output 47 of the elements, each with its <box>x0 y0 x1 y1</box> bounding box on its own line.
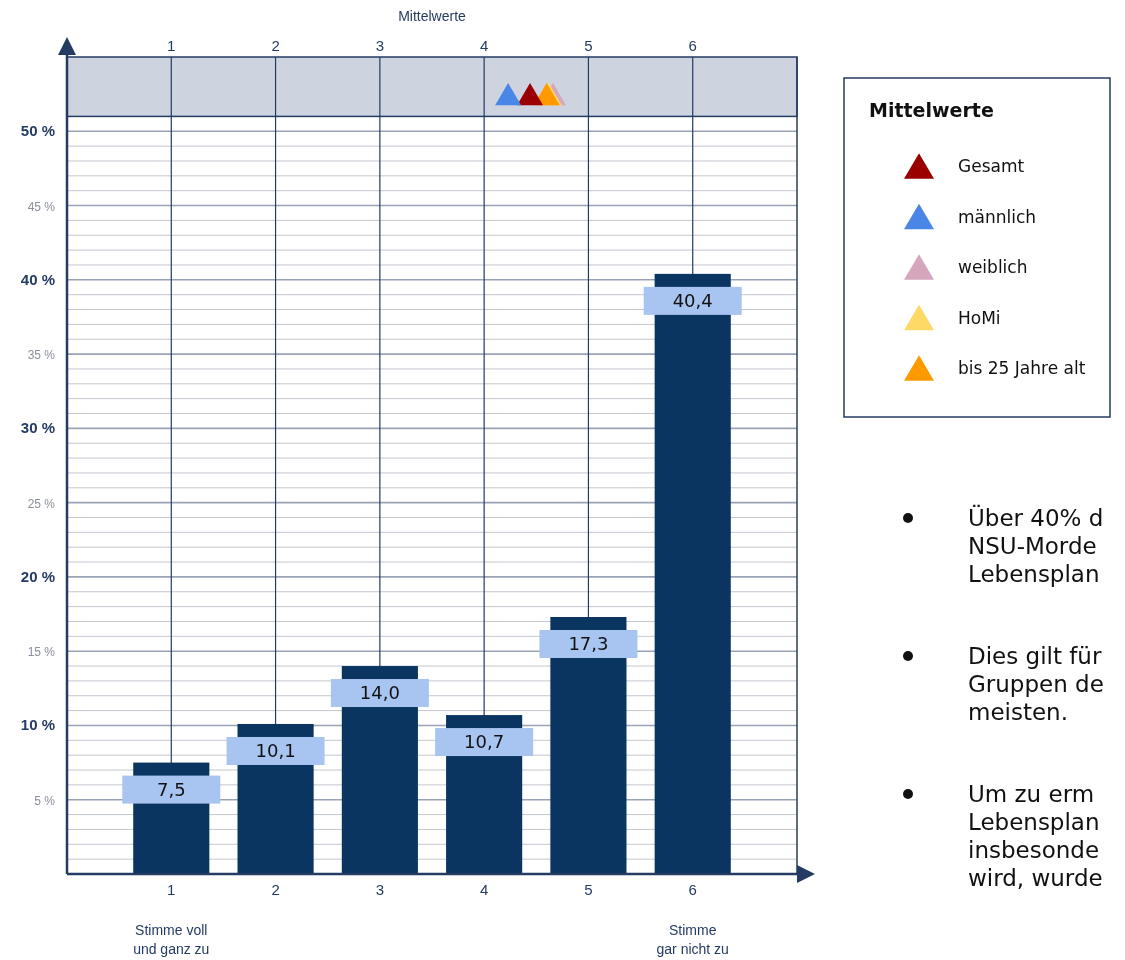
legend-label: bis 25 Jahre alt <box>958 358 1086 378</box>
x2-tick-label: 4 <box>479 881 489 898</box>
y-tick-label: 40 % <box>20 270 55 288</box>
legend-label: HoMi <box>958 307 1001 328</box>
y-tick-label: 15 % <box>27 645 56 660</box>
y-tick-label: 35 % <box>27 348 56 363</box>
y-tick-label: 30 % <box>20 419 55 437</box>
label-box: 7,5 <box>122 775 221 804</box>
x-tick-label: 3 <box>375 37 385 54</box>
data-label: 40,4 <box>672 289 713 311</box>
text: Dies gilt für Gruppen de meisten. <box>968 643 1104 725</box>
text: Über 40% d NSU-Morde Lebensplan <box>968 504 1104 587</box>
text: Um zu erm Lebensplan insbesonde wird, wurde <box>968 781 1103 891</box>
legend-label: männlich <box>958 206 1037 227</box>
x2-tick-label: 5 <box>584 881 593 898</box>
y-tick-label: 45 % <box>27 199 56 214</box>
label-box: 10,7 <box>435 728 534 757</box>
legend-label: weiblich <box>958 257 1028 277</box>
y-tick-label: 20 % <box>20 567 55 585</box>
data-label: 7,5 <box>156 778 186 800</box>
legend-title: Mittelwerte <box>869 99 994 121</box>
text: Stimme gar nicht zu <box>656 922 729 957</box>
x2-tick-label: 1 <box>167 881 176 898</box>
x-tick-label: 2 <box>271 37 280 54</box>
bar <box>654 273 731 874</box>
label-box: 10,1 <box>226 736 325 765</box>
y-tick-label: 5 % <box>34 793 56 808</box>
x-tick-label: 4 <box>479 37 489 54</box>
y-tick-label: 50 % <box>20 122 55 140</box>
text: Stimme voll und ganz zu <box>133 922 210 957</box>
label-box: 14,0 <box>330 679 429 708</box>
x2-axis-title: Mittelwerte <box>398 8 467 24</box>
data-label: 10,1 <box>255 739 296 761</box>
label-box: 40,4 <box>643 286 742 315</box>
x2-tick-label: 3 <box>375 881 385 898</box>
legend-label: Gesamt <box>958 156 1025 176</box>
data-label: 17,3 <box>568 633 609 655</box>
y-tick-label: 10 % <box>20 716 55 734</box>
x-tick-label: 1 <box>167 37 176 54</box>
x2-tick-label: 6 <box>688 881 697 898</box>
x2-tick-label: 2 <box>271 881 280 898</box>
label-box: 17,3 <box>539 630 638 658</box>
x-tick-label: 5 <box>584 37 593 54</box>
data-label: 10,7 <box>464 731 505 753</box>
x-tick-label: 6 <box>688 37 697 54</box>
data-label: 14,0 <box>359 682 400 704</box>
y-tick-label: 25 % <box>27 496 56 511</box>
